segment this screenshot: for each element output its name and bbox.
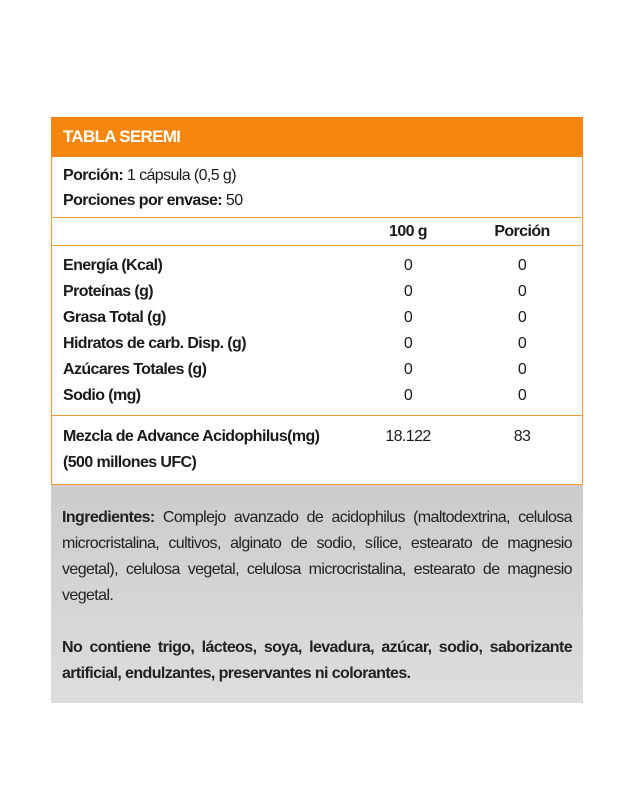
nutrient-rows: Energía (Kcal) 0 0 Proteínas (g) 0 0 Grasa Tot…: [52, 245, 582, 415]
nutrient-name: Proteínas (g): [63, 283, 154, 300]
nutrient-per100: 0: [403, 335, 413, 352]
nutrient-name: Energía (Kcal): [63, 257, 163, 274]
nutrient-portion: 0: [517, 361, 527, 378]
blend-per100: 18.122: [385, 428, 431, 445]
serving-info: Porción: 1 cápsula (0,5 g) Porciones por…: [52, 157, 582, 217]
column-header: 100 g Porción: [52, 217, 582, 245]
nutrient-per100: 0: [403, 361, 413, 378]
nutrient-per100: 0: [403, 387, 413, 404]
column-100g: 100 g: [389, 223, 428, 240]
nutrient-per100: 0: [403, 309, 413, 326]
nutrient-portion: 0: [517, 283, 527, 300]
nutrient-portion: 0: [517, 309, 527, 326]
ingredients-text: Complejo avanzado de acidophilus (maltod…: [62, 509, 573, 604]
blend-name: Mezcla de Advance Acidophilus(mg): [63, 428, 320, 445]
per-container-label: Porciones por envase:: [63, 192, 223, 209]
nutrient-name: Grasa Total (g): [63, 309, 166, 326]
nutrient-row: Azúcares Totales (g) 0 0: [52, 357, 582, 383]
allergen-notice: No contiene trigo, lácteos, soya, levadu…: [62, 639, 573, 682]
nutrient-row: Grasa Total (g) 0 0: [52, 305, 582, 331]
nutrient-per100: 0: [403, 283, 413, 300]
column-portion: Porción: [494, 223, 550, 240]
nutrient-portion: 0: [517, 257, 527, 274]
nutrient-name: Azúcares Totales (g): [63, 361, 207, 378]
nutrient-row: Hidratos de carb. Disp. (g) 0 0: [52, 331, 582, 357]
nutrition-table: TABLA SEREMI Porción: 1 cápsula (0,5 g) …: [51, 117, 583, 703]
nutrient-per100: 0: [403, 257, 413, 274]
nutrient-name: Hidratos de carb. Disp. (g): [63, 335, 247, 352]
nutrient-row: Energía (Kcal) 0 0: [52, 253, 582, 279]
blend-sub: (500 millones UFC): [63, 454, 197, 471]
blend-section: Mezcla de Advance Acidophilus(mg) 18.122…: [52, 415, 582, 484]
nutrient-name: Sodio (mg): [63, 387, 141, 404]
nutrient-row: Proteínas (g) 0 0: [52, 279, 582, 305]
portion-label: Porción:: [63, 167, 124, 184]
ingredients-section: Ingredientes: Complejo avanzado de acido…: [51, 485, 583, 703]
nutrient-portion: 0: [517, 387, 527, 404]
ingredients-label: Ingredientes:: [62, 509, 155, 526]
nutrient-row: Sodio (mg) 0 0: [52, 383, 582, 409]
nutrient-portion: 0: [517, 335, 527, 352]
table-title: TABLA SEREMI: [51, 117, 583, 157]
blend-portion: 83: [513, 428, 531, 445]
per-container-value: 50: [225, 192, 243, 209]
portion-value: 1 cápsula (0,5 g): [126, 167, 237, 184]
